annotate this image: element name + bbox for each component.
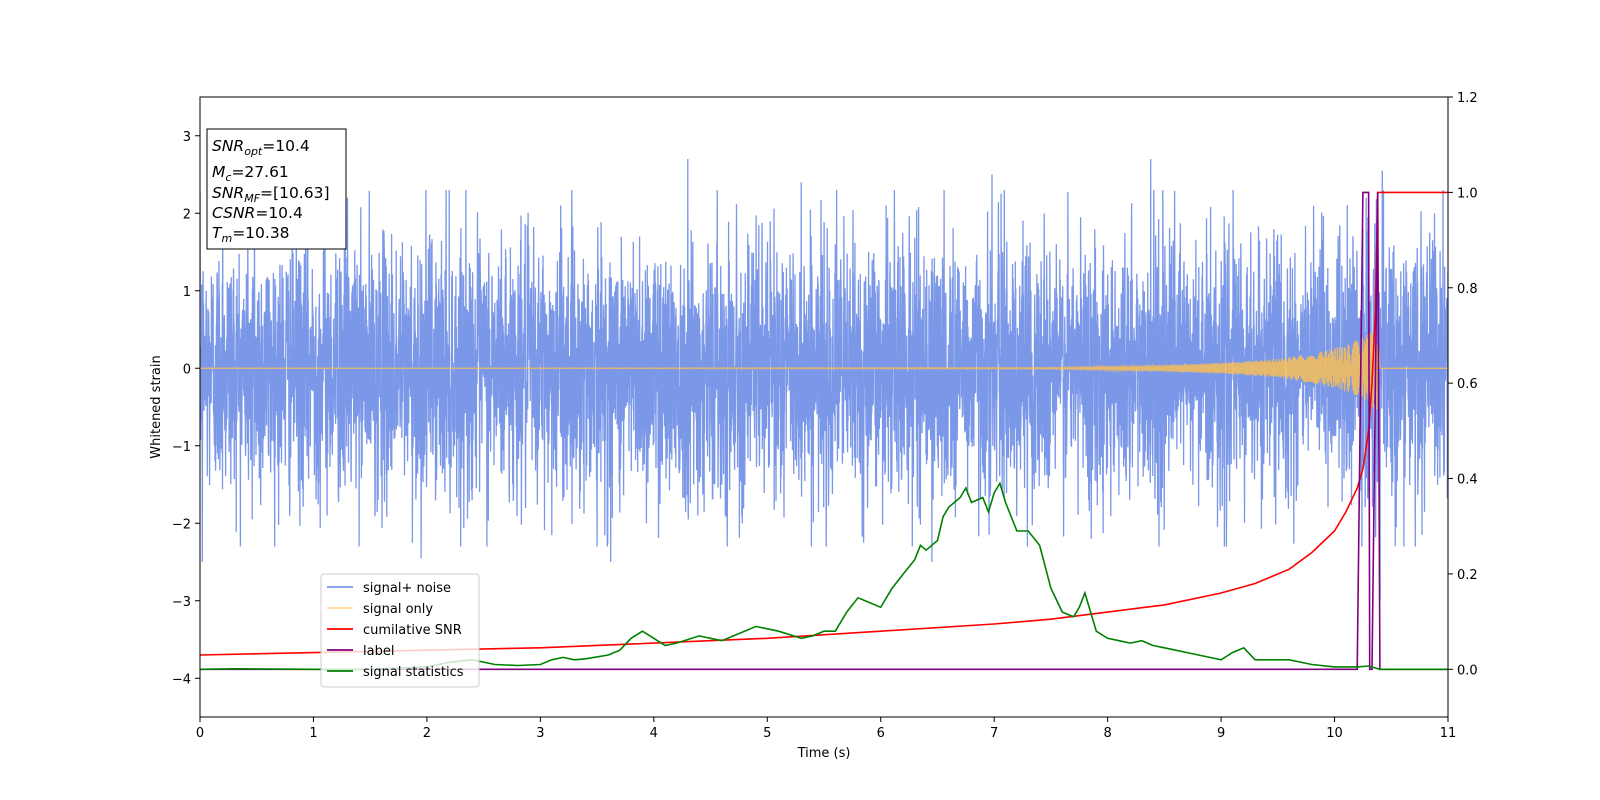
x-tick-label: 3 [536,726,544,741]
legend-label: signal statistics [363,665,464,680]
info-csnr: CSNR=10.4 [212,204,303,222]
x-tick-label: 11 [1440,726,1457,741]
y-right-tick-label: 1.2 [1457,91,1478,106]
x-tick-label: 6 [877,726,885,741]
ticks-layer: 0 1 2 3 4 5 6 7 8 9 10 11 −4 −3 −2 −1 0 1 2 3 0.0 0.2 0.4 0.6 0.… [172,91,1478,741]
y-left-tick-label: 0 [183,362,191,377]
x-tick-label: 4 [650,726,658,741]
y-left-tick-label: −2 [172,517,191,532]
legend: signal+ noise signal only cumilative SNR la… [320,573,480,688]
legend-label: signal+ noise [363,581,451,596]
info-snr_opt: SNRopt=10.4 [212,137,310,158]
info-tm: Tm=10.38 [212,224,290,245]
info-box: SNRopt=10.4 Mc=27.61SNRMF=[10.63]CSNR=10.… [206,128,347,250]
y-left-tick-label: −4 [172,672,191,687]
y-right-tick-label: 0.2 [1457,568,1478,583]
y-right-tick-label: 0.6 [1457,377,1478,392]
x-tick-label: 5 [763,726,771,741]
y-left-tick-label: 2 [183,207,191,222]
x-tick-label: 0 [196,726,204,741]
y-right-tick-label: 0.8 [1457,282,1478,297]
x-tick-label: 10 [1326,726,1343,741]
x-tick-label: 9 [1217,726,1225,741]
x-tick-label: 8 [1103,726,1111,741]
legend-frame [320,573,480,688]
info-mc: Mc=27.61 [212,163,289,184]
series-signal-noise [200,158,1448,601]
legend-label: label [363,644,394,659]
y-right-tick-label: 1.0 [1457,186,1478,201]
y-left-tick-label: −3 [172,595,191,610]
y-right-tick-label: 0.4 [1457,473,1478,488]
x-tick-label: 1 [309,726,317,741]
x-tick-label: 7 [990,726,998,741]
legend-label: cumilative SNR [363,623,462,638]
info-snr_mf: SNRMF=[10.63] [212,184,330,205]
y-axis-label: Whitened strain [149,355,164,458]
y-right-tick-label: 0.0 [1457,663,1478,678]
series-stats [200,481,1448,671]
series-signal-only [200,331,1448,410]
y-left-tick-label: 1 [183,285,191,300]
y-left-tick-label: 3 [183,130,191,145]
x-tick-label: 2 [423,726,431,741]
series-layer [200,158,1448,671]
legend-label: signal only [363,602,433,617]
y-left-tick-label: −1 [172,440,191,455]
info-box-frame [206,128,347,250]
plot-frame [199,96,1449,718]
x-axis-label: Time (s) [797,746,851,761]
series-label [200,191,1448,671]
